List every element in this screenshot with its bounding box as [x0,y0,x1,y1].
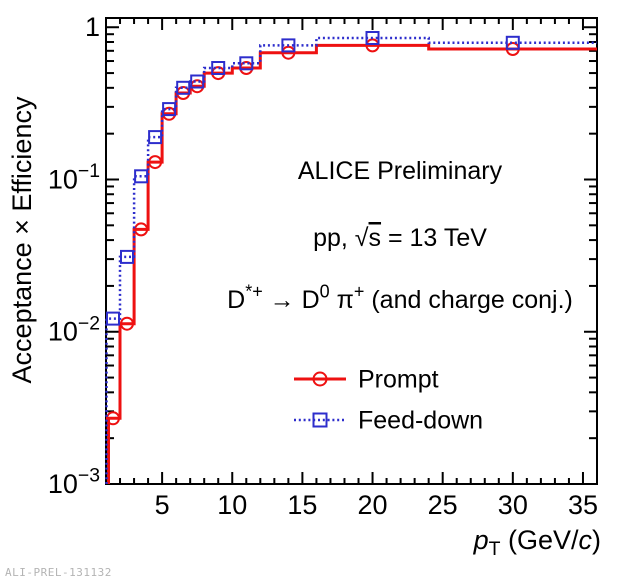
series-prompt-line [107,43,597,484]
x-tick-label: 15 [287,490,317,520]
x-tick-label: 20 [358,490,388,520]
x-tick-label: 25 [428,490,458,520]
y-tick-label: 10−2 [48,312,100,346]
y-tick-label: 1 [85,12,100,42]
x-tick-label: 10 [217,490,247,520]
y-tick-label: 10−1 [48,160,100,194]
legend-prompt-label: Prompt [358,366,439,394]
legend-feeddown-marker-icon [312,412,328,428]
feeddown-data-marker [190,74,205,89]
feeddown-data-marker [106,311,120,326]
y-axis-title: Acceptance × Efficiency [7,96,37,383]
series-feeddown-line [105,36,597,484]
feeddown-data-marker [120,249,134,264]
feeddown-data-marker [365,31,380,45]
prompt-data-marker [106,411,120,426]
annotation-decay: D*+ → D0 π+ (and charge conj.) [227,282,573,315]
x-tick-label: 35 [568,490,598,520]
x-axis-title: pT (GeV/c) [473,525,601,560]
legend-prompt-marker-icon [312,371,328,387]
figure-id-watermark: ALI-PREL-131132 [5,566,112,579]
prompt-data-marker [148,155,163,170]
prompt-data-marker [134,222,149,237]
x-tick-label: 30 [498,490,528,520]
feeddown-data-marker [134,169,149,184]
feeddown-data-marker [162,102,177,117]
plot-frame [105,17,598,485]
legend-feeddown-label: Feed-down [358,407,483,435]
feeddown-data-marker [148,130,163,145]
feeddown-data-marker [211,61,226,75]
annotation-energy: pp, √s = 13 TeV [313,224,487,252]
feeddown-data-marker [239,56,254,71]
prompt-data-marker [281,45,296,60]
annotation-alice: ALICE Preliminary [298,157,503,185]
prompt-data-marker [365,38,380,53]
y-tick-label: 10−3 [48,465,100,499]
feeddown-data-marker [176,80,191,95]
prompt-data-marker [120,316,134,331]
feeddown-data-marker [281,38,296,53]
feeddown-data-marker [505,35,520,50]
x-tick-label: 5 [155,490,170,520]
